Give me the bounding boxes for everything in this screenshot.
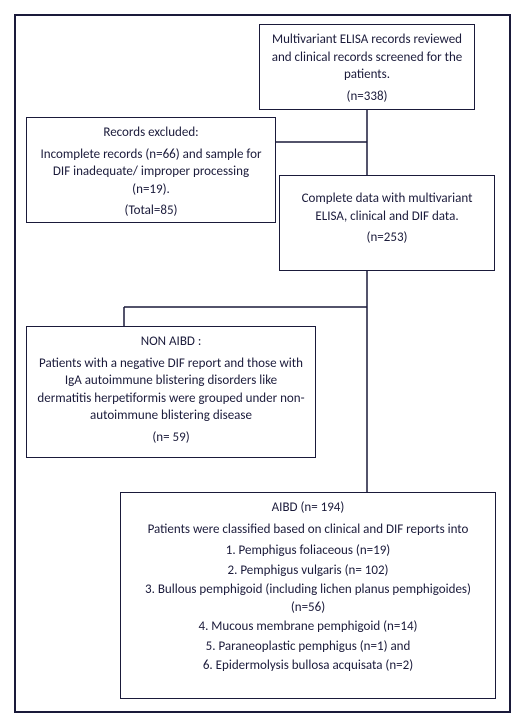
node-top-text: Multivariant ELISA records reviewed and …	[272, 32, 463, 82]
list-item: 1. Pemphigus foliaceous (n=19)	[131, 542, 485, 560]
node-top-count: (n=338)	[270, 88, 464, 106]
node-nonaibd-text: Patients with a negative DIF report and …	[37, 355, 305, 425]
node-aibd-intro: Patients were classified based on clinic…	[131, 521, 485, 539]
node-complete-text: Complete data with multivariant ELISA, c…	[302, 191, 473, 224]
list-item: 3. Bullous pemphigoid (including lichen …	[131, 581, 485, 616]
node-excluded: Records excluded: Incomplete records (n=…	[26, 117, 276, 223]
list-item: 5. Paraneoplastic pemphigus (n=1) and	[131, 638, 485, 656]
list-item: 2. Pemphigus vulgaris (n= 102)	[131, 562, 485, 580]
node-aibd: AIBD (n= 194) Patients were classified b…	[120, 492, 496, 699]
node-excluded-text: Incomplete records (n=66) and sample for…	[37, 146, 265, 199]
node-complete-count: (n=253)	[290, 229, 484, 247]
node-excluded-title: Records excluded:	[103, 125, 198, 140]
node-nonaibd-count: (n= 59)	[37, 429, 305, 447]
node-aibd-list: 1. Pemphigus foliaceous (n=19) 2. Pemphi…	[131, 542, 485, 675]
node-nonaibd: NON AIBD : Patients with a negative DIF …	[26, 326, 316, 458]
list-item: 6. Epidermolysis bullosa acquisata (n=2)	[131, 657, 485, 675]
node-complete: Complete data with multivariant ELISA, c…	[279, 175, 495, 271]
node-top: Multivariant ELISA records reviewed and …	[259, 24, 475, 110]
list-item: 4. Mucous membrane pemphigoid (n=14)	[131, 618, 485, 636]
node-excluded-count: (Total=85)	[37, 202, 265, 220]
node-aibd-title: AIBD (n= 194)	[272, 500, 345, 515]
node-nonaibd-title: NON AIBD :	[141, 334, 202, 349]
